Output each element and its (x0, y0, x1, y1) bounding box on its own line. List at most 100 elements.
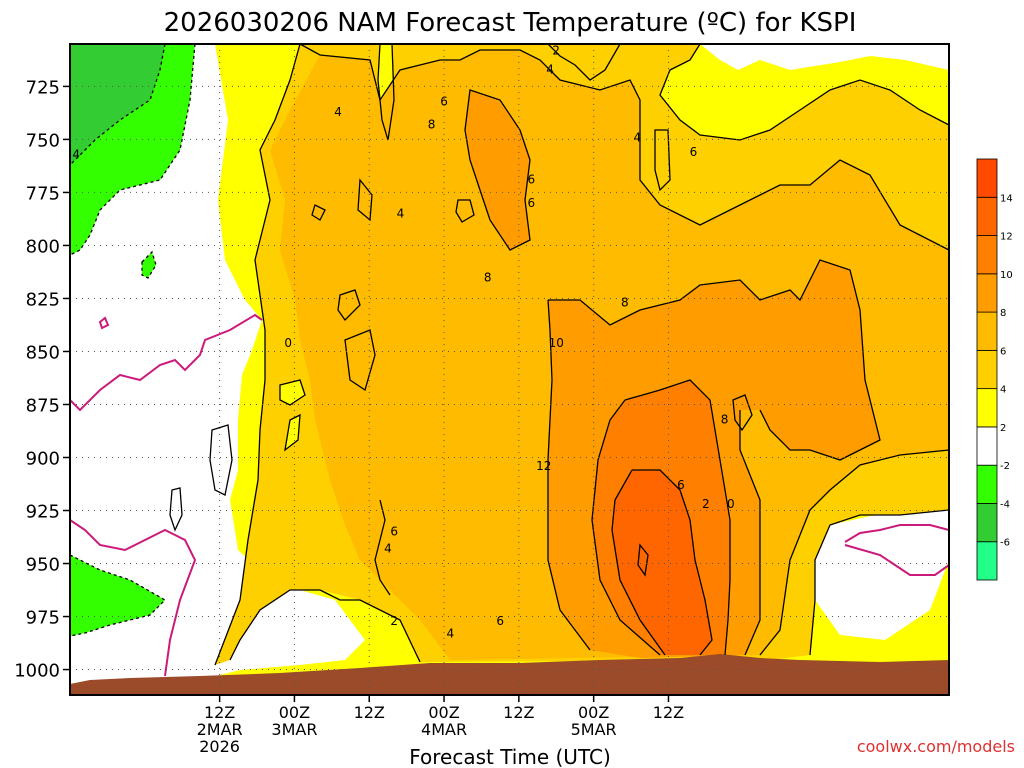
y-tick-label: 725 (26, 77, 60, 98)
contour-line (374, 499, 391, 596)
contour-label: 8 (721, 412, 729, 426)
contour-label: 6 (527, 173, 535, 187)
contour-label: 4 (446, 627, 454, 641)
x-tick-label: 00Z (428, 703, 459, 722)
zero-contour-right (844, 524, 950, 543)
grid-lines (70, 44, 949, 695)
contour-label: 6 (390, 525, 398, 539)
fill-neg2-2-upper-right (700, 44, 949, 70)
y-tick-label: 900 (26, 449, 60, 470)
contour-line (209, 424, 233, 496)
contour-line (455, 199, 475, 223)
plot-frame (69, 43, 950, 696)
fill-neg4-neg2-blob (142, 252, 156, 278)
contour-line (319, 589, 421, 663)
contour-label: 4 (546, 62, 554, 76)
colorbar-band (976, 541, 998, 581)
colorbar-tick-label: 10 (1000, 270, 1013, 281)
x-tick-label: 12Z (204, 703, 235, 722)
y-tick-label: 750 (26, 130, 60, 151)
y-tick-label: 925 (26, 502, 60, 523)
contour-line (547, 43, 621, 81)
colorbar-band (976, 235, 998, 275)
contour-line (169, 487, 183, 532)
contour-label: 4 (397, 207, 405, 221)
x-tick-label: 2MAR (197, 720, 243, 739)
colorbar-band (976, 158, 998, 198)
colorbar-tick-label: 8 (1000, 308, 1006, 319)
colorbar-tick-label: 14 (1000, 193, 1013, 204)
fill-neg2-2-left (70, 44, 365, 684)
fill-8-10 (465, 90, 530, 250)
x-tick-label: 00Z (578, 703, 609, 722)
contour-line (284, 413, 301, 452)
colorbar-band (976, 503, 998, 543)
x-tick-label: 3MAR (271, 720, 317, 739)
fill-neg2-2-right-pocket (815, 510, 949, 640)
contour-line (624, 379, 731, 656)
dashed-contour-line (69, 43, 196, 256)
colorbar-band (976, 196, 998, 236)
contour-label: 6 (677, 478, 685, 492)
contour-line (809, 509, 950, 656)
y-tick-label: 950 (26, 555, 60, 576)
contour-line (547, 299, 591, 651)
colorbar: -6 -4 -2 2 4 6 8 10 12 14 (976, 158, 1013, 581)
x-tick-label: 12Z (653, 703, 684, 722)
zero-contour-right2 (844, 544, 950, 576)
zero-contours (69, 313, 950, 677)
x-tick-label: 12Z (503, 703, 534, 722)
contour-label: 2 (552, 43, 560, 57)
colorbar-tick-label: 4 (1000, 385, 1006, 396)
contour-label: 10 (549, 336, 564, 350)
y-axis: 725 750 775 800 825 850 875 900 925 950 975 1000 (14, 77, 70, 682)
contour-label: 6 (440, 94, 448, 108)
contour-label: 4 (633, 130, 641, 144)
contour-line (637, 543, 649, 577)
contour-label: 4 (72, 147, 80, 161)
zero-contour-main (69, 313, 263, 412)
colorbar-tick-label: -6 (1000, 538, 1010, 549)
contour-line (654, 129, 671, 192)
colorbar-band (976, 349, 998, 390)
fill-neg4-neg2-lower (70, 555, 165, 636)
fill-12-14 (612, 470, 712, 655)
contour-label: 8 (484, 270, 492, 284)
contour-line (229, 589, 320, 661)
colorbar-tick-label: 6 (1000, 346, 1006, 357)
dashed-contour-line (69, 554, 167, 637)
contour-line (357, 178, 373, 222)
x-tick-label: 2026 (199, 737, 240, 756)
x-tick-label: 12Z (354, 703, 385, 722)
colorbar-band (976, 273, 998, 313)
x-tick-label: 5MAR (571, 720, 617, 739)
colorbar-band (976, 464, 998, 504)
x-tick-label: 00Z (279, 703, 310, 722)
x-axis-label: Forecast Time (UTC) (409, 745, 611, 768)
y-tick-label: 975 (26, 608, 60, 629)
contour-label: 2 (702, 497, 710, 511)
colorbar-tick-label: 2 (1000, 423, 1006, 434)
contour-line (279, 379, 306, 406)
dashed-contour-line (69, 43, 166, 166)
colorbar-band (976, 311, 998, 351)
credit-text: coolwx.com/models (857, 737, 1015, 756)
y-tick-label: 1000 (14, 661, 60, 682)
contour-label: 12 (536, 459, 551, 473)
contour-label: 8 (621, 296, 629, 310)
contour-label: 8 (428, 118, 436, 132)
negative-contours (69, 43, 196, 637)
contour-label: 4 (384, 542, 392, 556)
ground (70, 654, 949, 695)
contour-line (732, 394, 753, 432)
contour-label: 0 (284, 336, 292, 350)
contour-line (611, 469, 666, 656)
contour-label: 0 (727, 497, 735, 511)
contour-label: 6 (496, 614, 504, 628)
contour-label: 4 (334, 105, 342, 119)
chart-title: 2026030206 NAM Forecast Temperature (ºC)… (164, 8, 857, 38)
y-tick-label: 825 (26, 289, 60, 310)
